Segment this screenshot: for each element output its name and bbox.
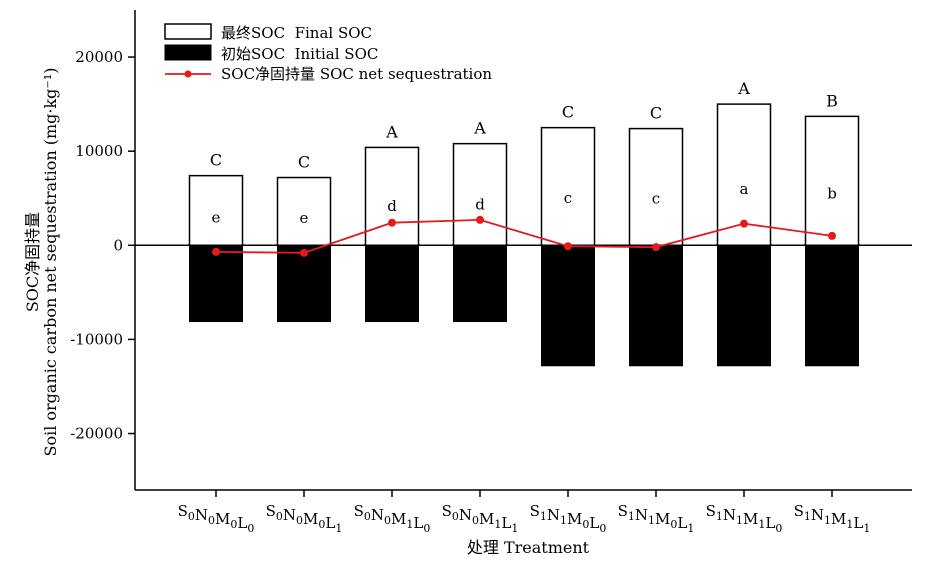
legend-label-final: 最终SOC Final SOC xyxy=(221,24,372,42)
x-tick-label: S1N1M1L0 xyxy=(706,502,783,535)
legend: 最终SOC Final SOC 初始SOC Initial SOC SOC净固持… xyxy=(164,23,492,83)
x-tick-label: S1N1M1L1 xyxy=(794,502,871,535)
net-sequestration-point xyxy=(652,243,660,252)
bar-final-soc xyxy=(540,126,596,247)
x-axis-label: 处理 Treatment xyxy=(467,538,590,557)
bar-initial-soc xyxy=(277,244,331,323)
bar-initial-soc xyxy=(541,244,595,367)
y-axis-label-en: Soil organic carbon net sequestration (m… xyxy=(41,67,60,456)
y-tick-label: 0 xyxy=(113,236,123,254)
bar-initial-soc xyxy=(805,244,859,367)
bar-final-soc xyxy=(276,176,332,247)
legend-swatch-marker xyxy=(184,70,192,78)
net-sequestration-point xyxy=(740,219,748,228)
legend-swatch-final xyxy=(164,23,212,40)
net-sequestration-point xyxy=(212,247,220,256)
bar-final-soc xyxy=(452,142,508,247)
significance-letter-inner: d xyxy=(475,196,485,214)
net-sequestration-point xyxy=(476,215,484,224)
bar-final-soc xyxy=(628,127,684,247)
legend-label-initial: 初始SOC Initial SOC xyxy=(221,45,378,63)
significance-letter-inner: b xyxy=(827,185,837,203)
significance-letter-inner: e xyxy=(300,209,309,227)
x-tick-label: S0N0M1L1 xyxy=(442,502,519,535)
legend-label-line: SOC净固持量 SOC net sequestration xyxy=(221,65,492,83)
significance-letter-upper: C xyxy=(298,153,310,172)
significance-letter-inner: d xyxy=(387,197,397,215)
bar-initial-soc xyxy=(365,244,419,323)
legend-swatch-initial xyxy=(164,44,212,61)
bar-initial-soc xyxy=(189,244,243,323)
significance-letter-upper: B xyxy=(826,91,838,110)
y-tick-label: 20000 xyxy=(75,48,123,66)
x-tick-label: S0N0M1L0 xyxy=(354,502,431,535)
net-sequestration-point xyxy=(828,231,836,240)
x-tick-label: S1N1M0L1 xyxy=(618,502,695,535)
y-tick-label: -10000 xyxy=(70,330,123,348)
significance-letter-upper: C xyxy=(650,104,662,123)
net-sequestration-point xyxy=(300,248,308,257)
plot-area: -20000 -10000 0 10000 20000 Ce Ce Ad Ad Cc Cc Aa Bb S… xyxy=(70,10,912,535)
significance-letter-upper: C xyxy=(562,103,574,122)
significance-letter-upper: A xyxy=(737,79,750,98)
x-tick-label: S1N1M0L0 xyxy=(530,502,607,535)
y-tick-label: -20000 xyxy=(70,425,123,443)
net-sequestration-line xyxy=(215,218,833,254)
bar-initial-soc xyxy=(629,244,683,367)
significance-letter-inner: c xyxy=(564,189,572,207)
net-sequestration-point xyxy=(564,242,572,251)
significance-letter-inner: a xyxy=(740,180,749,198)
x-tick-label: S0N0M0L0 xyxy=(178,502,255,535)
bar-initial-soc xyxy=(453,244,507,323)
y-tick-label: 10000 xyxy=(75,142,123,160)
bar-initial-soc xyxy=(717,244,771,367)
significance-letter-upper: A xyxy=(385,122,398,141)
net-sequestration-point xyxy=(388,218,396,227)
significance-letter-upper: A xyxy=(473,119,486,138)
x-tick-label: S0N0M0L1 xyxy=(266,502,343,535)
y-axis-label-cn: SOC净固持量 xyxy=(23,212,42,312)
significance-letter-inner: c xyxy=(652,190,660,208)
bar-final-soc xyxy=(804,115,860,247)
significance-letter-upper: C xyxy=(210,151,222,170)
significance-letter-inner: e xyxy=(212,208,221,226)
